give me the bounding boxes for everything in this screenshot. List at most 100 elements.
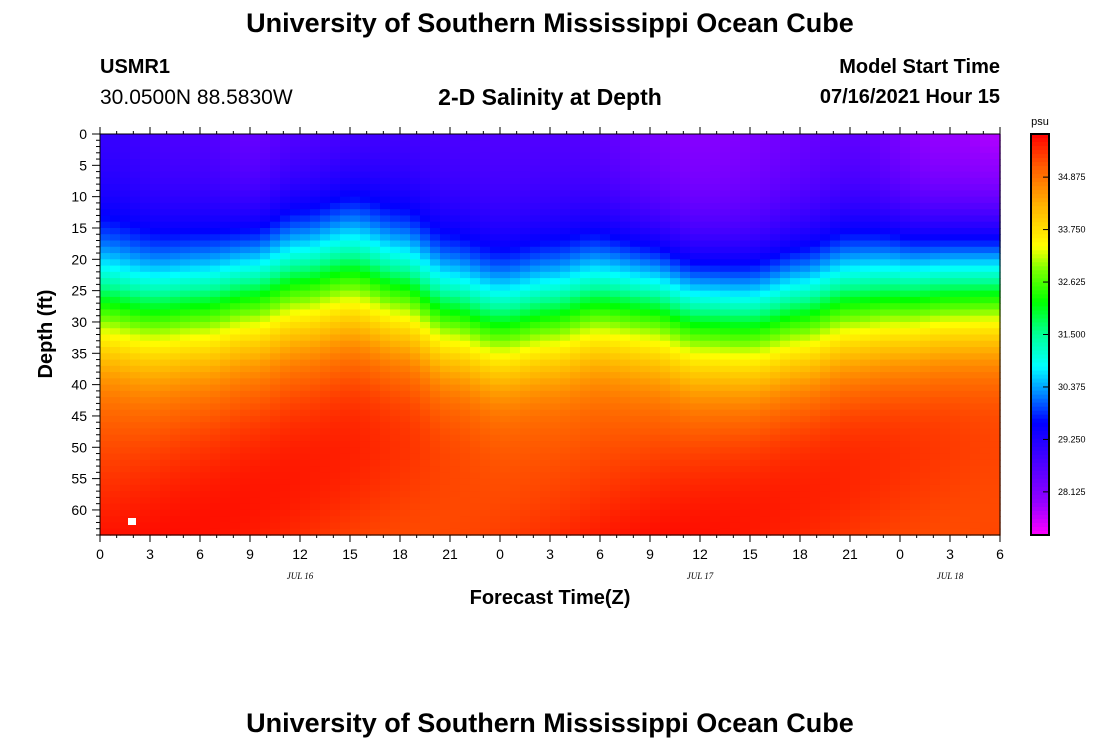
heatmap-cell — [190, 165, 201, 173]
heatmap-cell — [720, 403, 731, 411]
heatmap-cell — [530, 403, 541, 411]
heatmap-cell — [790, 359, 801, 367]
heatmap-cell — [480, 209, 491, 217]
heatmap-cell — [580, 303, 591, 311]
heatmap-cell — [370, 146, 381, 154]
heatmap-cell — [610, 140, 621, 148]
heatmap-cell — [580, 422, 591, 430]
heatmap-cell — [620, 184, 631, 192]
heatmap-cell — [190, 340, 201, 348]
heatmap-cell — [180, 227, 191, 235]
heatmap-cell — [500, 459, 511, 467]
heatmap-cell — [740, 253, 751, 261]
heatmap-cell — [670, 315, 681, 323]
heatmap-cell — [240, 347, 251, 354]
heatmap-cell — [180, 428, 191, 436]
heatmap-cell — [500, 384, 511, 392]
heatmap-cell — [500, 415, 511, 423]
heatmap-cell — [220, 240, 231, 248]
heatmap-cell — [680, 278, 691, 286]
heatmap-cell — [330, 509, 341, 517]
heatmap-cell — [720, 503, 731, 511]
heatmap-cell — [310, 522, 321, 530]
heatmap-cell — [750, 328, 761, 336]
heatmap-cell — [680, 171, 691, 179]
heatmap-cell — [310, 359, 321, 367]
heatmap-cell — [830, 390, 841, 398]
heatmap-cell — [700, 365, 711, 373]
heatmap-cell — [730, 397, 741, 405]
heatmap-cell — [250, 140, 261, 148]
heatmap-cell — [150, 334, 161, 342]
heatmap-cell — [210, 296, 221, 304]
heatmap-cell — [400, 303, 411, 311]
heatmap-cell — [250, 522, 261, 530]
heatmap-cell — [610, 509, 621, 517]
heatmap-cell — [390, 403, 401, 411]
heatmap-cell — [260, 184, 271, 192]
heatmap-cell — [820, 134, 831, 141]
heatmap-cell — [410, 290, 421, 298]
heatmap-cell — [410, 509, 421, 517]
heatmap-cell — [170, 428, 181, 436]
heatmap-cell — [440, 365, 451, 373]
heatmap-cell — [610, 152, 621, 160]
heatmap-cell — [240, 453, 251, 461]
heatmap-cell — [340, 472, 351, 480]
heatmap-cell — [860, 290, 871, 298]
heatmap-cell — [400, 152, 411, 160]
heatmap-cell — [550, 303, 561, 311]
heatmap-cell — [150, 159, 161, 167]
heatmap-cell — [830, 321, 841, 329]
heatmap-cell — [480, 422, 491, 430]
heatmap-cell — [290, 209, 301, 217]
heatmap-cell — [340, 447, 351, 455]
heatmap-cell — [450, 246, 461, 254]
heatmap-cell — [300, 152, 311, 160]
heatmap-cell — [490, 478, 501, 486]
heatmap-cell — [280, 321, 291, 329]
heatmap-cell — [410, 259, 421, 267]
heatmap-cell — [220, 134, 231, 141]
heatmap-cell — [430, 221, 441, 229]
heatmap-cell — [460, 209, 471, 217]
heatmap-cell — [830, 209, 841, 217]
heatmap-cell — [400, 447, 411, 455]
heatmap-cell — [450, 234, 461, 242]
heatmap-cell — [170, 227, 181, 235]
heatmap-cell — [200, 215, 211, 223]
heatmap-cell — [260, 240, 271, 248]
heatmap-cell — [500, 528, 511, 536]
heatmap-cell — [800, 509, 811, 517]
heatmap-cell — [200, 271, 211, 279]
heatmap-cell — [420, 334, 431, 342]
heatmap-cell — [810, 271, 821, 279]
heatmap-cell — [560, 359, 571, 367]
heatmap-cell — [850, 177, 861, 185]
heatmap-cell — [160, 290, 171, 298]
heatmap-cell — [180, 422, 191, 430]
heatmap-cell — [460, 516, 471, 524]
heatmap-cell — [100, 365, 111, 373]
heatmap-cell — [530, 146, 541, 154]
heatmap-cell — [150, 516, 161, 524]
heatmap-cell — [740, 522, 751, 530]
heatmap-cell — [760, 202, 771, 210]
heatmap-cell — [200, 466, 211, 474]
heatmap-cell — [760, 171, 771, 179]
heatmap-cell — [560, 315, 571, 323]
heatmap-cell — [480, 315, 491, 323]
heatmap-cell — [320, 334, 331, 342]
heatmap-cell — [690, 428, 701, 436]
heatmap-cell — [530, 284, 541, 292]
heatmap-cell — [300, 509, 311, 517]
heatmap-cell — [750, 528, 761, 536]
heatmap-cell — [530, 246, 541, 254]
heatmap-cell — [620, 152, 631, 160]
heatmap-cell — [610, 271, 621, 279]
heatmap-cell — [250, 196, 261, 204]
heatmap-cell — [250, 134, 261, 141]
heatmap-cell — [870, 309, 881, 317]
heatmap-cell — [300, 472, 311, 480]
heatmap-cell — [640, 353, 651, 361]
